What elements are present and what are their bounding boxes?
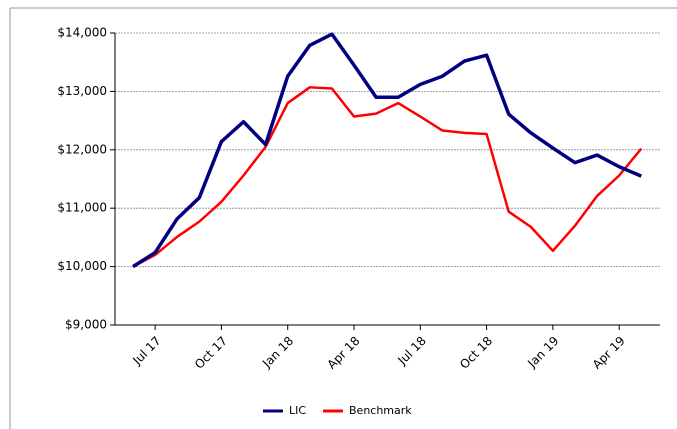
- x-tick-label: Apr 19: [590, 334, 628, 372]
- y-tick-label: $12,000: [57, 142, 107, 156]
- y-tick-label: $11,000: [57, 201, 107, 215]
- y-tick-label: $9,000: [65, 318, 107, 332]
- x-tick-label: Jul 18: [395, 334, 429, 368]
- x-tick-label: Apr 18: [325, 334, 363, 372]
- x-tick-label: Oct 17: [192, 334, 230, 372]
- x-tick-label: Jan 18: [259, 334, 296, 371]
- line-series: [132, 32, 642, 269]
- x-tick-label: Oct 18: [457, 334, 495, 372]
- legend-label: Benchmark: [349, 404, 412, 417]
- y-tick-label: $14,000: [57, 26, 107, 40]
- line-series: [132, 86, 643, 268]
- y-tick-label: $10,000: [57, 259, 107, 273]
- legend-label: LIC: [289, 404, 306, 417]
- x-tick-label: Jan 19: [524, 334, 561, 371]
- x-tick-label: Jul 17: [129, 334, 163, 368]
- y-tick-label: $13,000: [57, 84, 107, 98]
